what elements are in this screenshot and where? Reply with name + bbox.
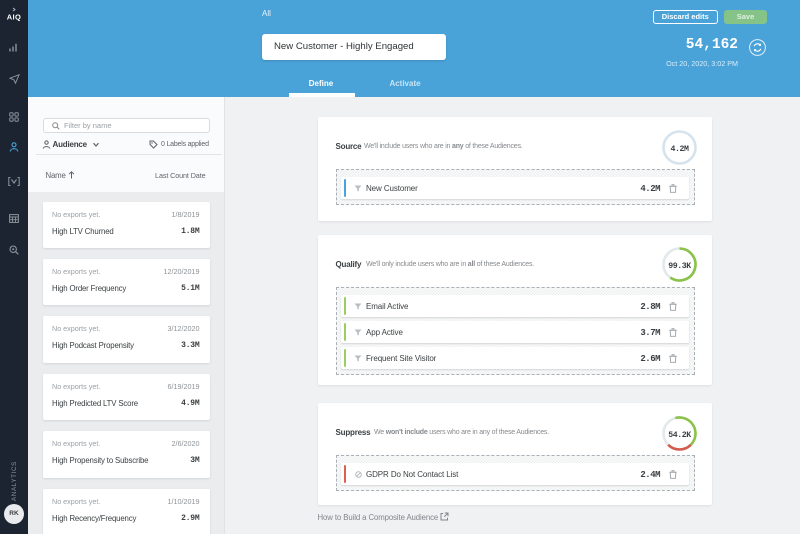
svg-text:99.3K: 99.3K (668, 262, 691, 271)
svg-text:AIQ: AIQ (7, 13, 22, 22)
svg-text:4.2M: 4.2M (670, 145, 689, 154)
svg-text:54.2K: 54.2K (668, 431, 691, 440)
